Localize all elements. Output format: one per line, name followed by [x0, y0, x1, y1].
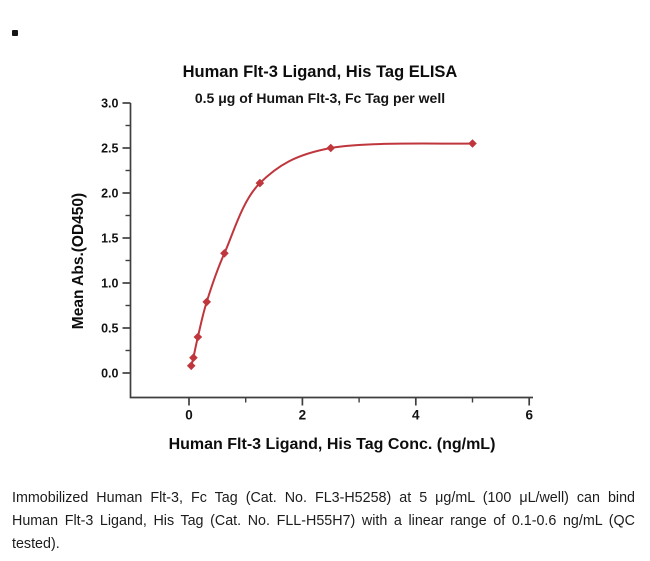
y-tick-label: 1.5 — [101, 232, 118, 246]
bullet-icon — [12, 30, 18, 36]
caption-line: tested). — [12, 536, 60, 553]
y-tick-label: 0.5 — [101, 322, 118, 336]
y-tick-label: 1.0 — [101, 277, 118, 291]
data-point — [220, 249, 229, 258]
plot-canvas: 0.0 0.5 1.0 1.5 2.0 2.5 3.0 0 2 4 6 — [101, 97, 533, 423]
data-point — [202, 297, 212, 307]
x-tick-label: 6 — [525, 408, 533, 423]
axes-line — [129, 103, 533, 399]
figure-caption: Immobilized Human Flt-3, Fc Tag (Cat. No… — [12, 487, 635, 557]
caption-line: Human Flt-3 Ligand, His Tag (Cat. No. FL… — [12, 513, 635, 530]
x-axis-label: Human Flt-3 Ligand, His Tag Conc. (ng/mL… — [168, 436, 496, 453]
x-tick-label: 4 — [412, 408, 420, 423]
data-point — [193, 332, 203, 342]
data-point — [186, 361, 196, 371]
y-tick-label: 3.0 — [101, 97, 118, 111]
x-tick-label: 2 — [299, 408, 307, 423]
data-point — [468, 139, 477, 148]
y-tick-label: 2.0 — [101, 187, 118, 201]
data-point — [189, 353, 198, 362]
data-point — [255, 178, 265, 188]
y-tick-label: 2.5 — [101, 142, 118, 156]
fit-curve — [190, 142, 474, 367]
y-tick-label: 0.0 — [101, 367, 118, 381]
chart-title: Human Flt-3 Ligand, His Tag ELISA — [182, 63, 458, 81]
data-point — [326, 143, 336, 153]
x-tick-label: 0 — [185, 408, 193, 423]
chart-subtitle: 0.5 μg of Human Flt-3, Fc Tag per well — [194, 90, 446, 106]
caption-line: Immobilized Human Flt-3, Fc Tag (Cat. No… — [12, 490, 635, 506]
